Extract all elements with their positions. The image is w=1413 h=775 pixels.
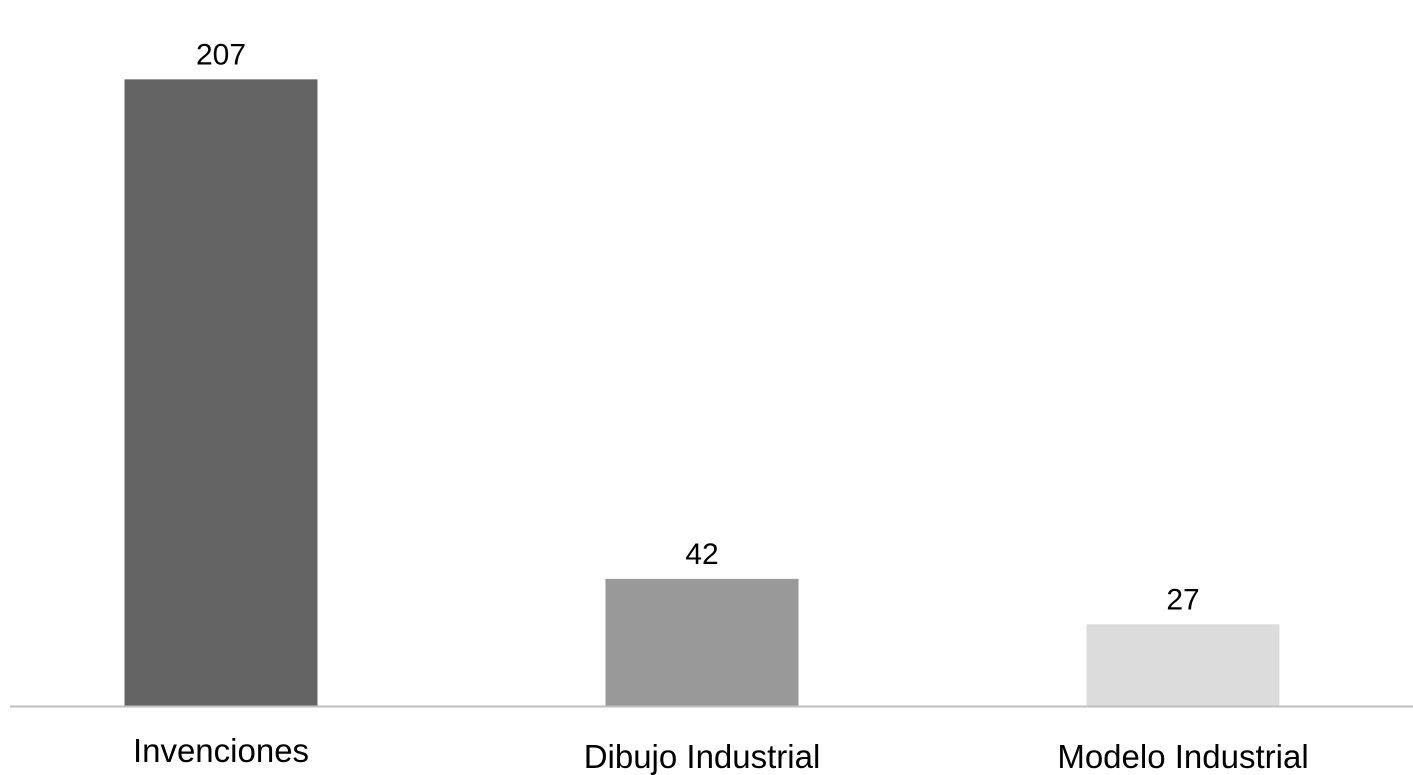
category-label: Modelo Industrial <box>1057 738 1308 775</box>
bar-modelo-industrial <box>1086 624 1280 706</box>
data-label: 42 <box>685 538 718 571</box>
category-label: Dibujo Industrial <box>584 738 821 775</box>
data-label: 27 <box>1166 583 1199 616</box>
bars-layer <box>124 79 1280 706</box>
bar-invenciones <box>124 79 318 706</box>
categories-layer: Invenciones Dibujo Industrial Modelo Indus… <box>133 732 1309 775</box>
labels-layer: 207 42 27 <box>196 38 1200 616</box>
bar-dibujo-industrial <box>605 578 799 706</box>
data-label: 207 <box>196 38 246 71</box>
category-label: Invenciones <box>133 732 309 769</box>
